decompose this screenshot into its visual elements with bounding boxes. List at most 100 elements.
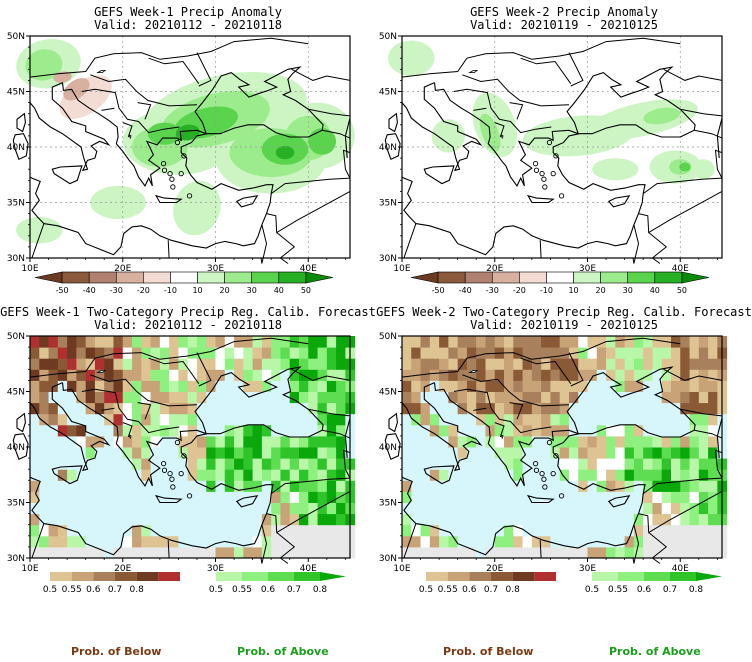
- week1-below-colorbar-swatch: [136, 572, 159, 581]
- week1-probability-border-line: [122, 422, 133, 438]
- week1-probability-cell: [85, 336, 96, 348]
- week1-probability-cell: [94, 402, 105, 415]
- week1-probability-cell: [141, 413, 152, 426]
- week1-probability-cell: [104, 524, 114, 537]
- week2-probability-cell: [624, 435, 635, 448]
- week1-below-colorbar-tick-label: 0.8: [130, 585, 145, 595]
- week1-probability-cell: [298, 458, 309, 470]
- week2-probability-cell: [504, 391, 514, 404]
- week1-anomaly-border-line: [90, 74, 198, 107]
- week2-probability-cell: [457, 413, 468, 426]
- week2-probability-cell: [448, 424, 459, 437]
- week1-probability-cell: [48, 402, 59, 415]
- week2-probability-cell: [420, 358, 431, 370]
- week2-probability-cell: [652, 546, 663, 559]
- week2-anomaly-lat-label: 35N: [379, 199, 397, 209]
- week2-probability-cell: [420, 502, 431, 515]
- week2-anomaly-border-line: [462, 74, 570, 107]
- week2-anomaly-anomaly-area: [692, 159, 715, 180]
- week1-probability-cell: [169, 358, 179, 370]
- week1-anomaly-border-line: [196, 52, 212, 87]
- week2-anomaly-coast-balkans: [433, 66, 696, 187]
- week1-probability-cell: [48, 369, 59, 381]
- week2-probability-cell: [504, 546, 514, 559]
- week2-probability-cell: [624, 369, 635, 381]
- week2-probability-cell: [652, 535, 663, 548]
- week2-probability-cell: [698, 480, 709, 492]
- week2-probability-cell: [680, 535, 691, 548]
- week2-probability-cell: [652, 391, 663, 404]
- week1-probability-cell: [67, 491, 77, 503]
- week1-probability-cell: [122, 380, 133, 392]
- week1-probability-cell: [261, 380, 272, 392]
- week1-probability-cell: [234, 502, 244, 515]
- week2-above-colorbar-swatch: [696, 572, 722, 581]
- week1-above-colorbar-swatch: [216, 572, 242, 581]
- week2-probability-cell: [652, 469, 663, 481]
- week1-probability-cell: [67, 447, 77, 459]
- week1-probability-cell: [48, 524, 59, 537]
- week1-anomaly-lat-label: 30N: [7, 254, 25, 264]
- week2-probability-cell: [633, 402, 644, 415]
- week1-probability-cell: [113, 535, 124, 548]
- week2-probability-cell: [661, 413, 672, 426]
- week1-anomaly-island: [161, 167, 168, 173]
- week1-probability-cell: [317, 502, 328, 515]
- week1-probability-cell: [252, 513, 263, 526]
- week2-anomaly-colorbar-swatch: [491, 271, 520, 284]
- week1-probability-cell: [57, 413, 68, 426]
- week2-probability-cell: [513, 469, 524, 481]
- week1-probability-cell: [30, 413, 40, 426]
- week1-anomaly-lon-label: 30E: [207, 264, 224, 272]
- week2-probability-lat-label: 30N: [379, 554, 397, 564]
- week1-probability-cell: [298, 380, 309, 392]
- week2-probability-cell: [689, 391, 700, 404]
- week2-probability-cell: [411, 469, 422, 481]
- week2-probability-cell: [522, 336, 533, 348]
- week2-probability-cell: [643, 535, 653, 548]
- week1-probability-cell: [94, 358, 105, 370]
- week1-probability-cell: [39, 413, 50, 426]
- week2-probability-cell: [670, 535, 681, 548]
- week2-probability-cell: [420, 469, 431, 481]
- week1-probability-cell: [215, 424, 226, 437]
- week1-probability-coast-balkans: [61, 366, 324, 487]
- week2-probability-cell: [559, 458, 570, 470]
- week2-probability-cell: [476, 491, 486, 503]
- week2-probability-cell: [633, 546, 644, 559]
- week2-probability-cell: [429, 391, 440, 404]
- week1-probability-cell: [271, 447, 281, 459]
- week2-probability-cell: [587, 424, 598, 437]
- week1-probability-cell: [224, 447, 235, 459]
- week2-probability-cell: [680, 469, 691, 481]
- week2-probability-cell: [698, 546, 709, 559]
- week2-probability-cell: [513, 402, 524, 415]
- week1-probability-cell: [159, 347, 170, 359]
- week2-probability-cell: [513, 513, 524, 526]
- week2-probability-cell: [633, 380, 644, 392]
- week2-probability-cell: [476, 358, 486, 370]
- week2-probability-cell: [402, 413, 412, 426]
- week2-anomaly-colorbar-tick-label: -40: [459, 286, 472, 295]
- week1-anomaly-anomaly-area: [173, 180, 221, 236]
- panel1-title-line2: Valid: 20210112 - 20210118: [94, 18, 282, 32]
- week1-probability-cell: [94, 369, 105, 381]
- week2-below-colorbar-swatch: [469, 572, 491, 581]
- week2-above-colorbar-swatch: [618, 572, 644, 581]
- week1-anomaly-anomaly-area: [16, 216, 63, 244]
- week2-probability-cell: [485, 424, 496, 437]
- week1-probability-cell: [187, 458, 198, 470]
- week1-probability-cell: [289, 524, 300, 537]
- week1-probability-cell: [122, 480, 133, 492]
- week2-probability-cell: [429, 535, 440, 548]
- week2-probability-cell: [670, 336, 681, 348]
- week1-probability-cell: [94, 524, 105, 537]
- week1-anomaly-island: [170, 184, 176, 190]
- week2-probability-cell: [708, 413, 718, 426]
- week2-probability-cell: [420, 336, 431, 348]
- week1-probability-field: [30, 336, 356, 559]
- week2-probability-cell: [448, 413, 459, 426]
- week1-probability-cell: [224, 535, 235, 548]
- week2-probability-cell: [494, 435, 505, 448]
